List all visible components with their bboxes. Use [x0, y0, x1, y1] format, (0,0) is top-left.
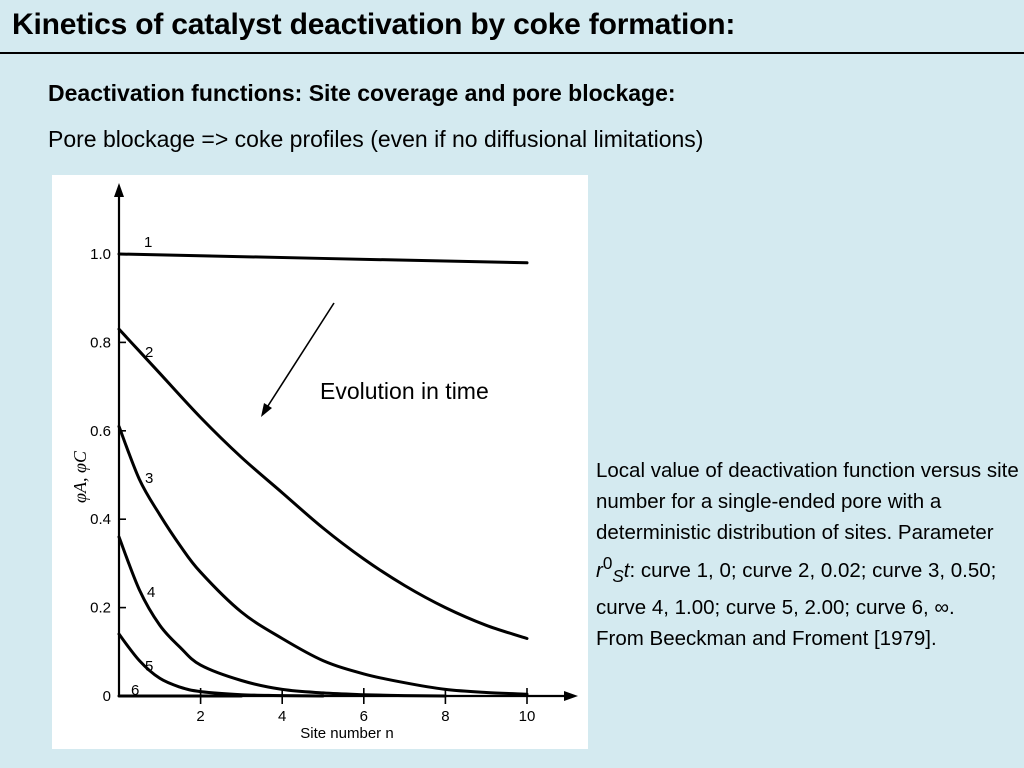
caption-text-1: Local value of deactivation function ver…	[596, 459, 1019, 544]
curve-label-5: 5	[145, 658, 153, 675]
x-tick-label: 8	[441, 708, 449, 725]
y-axis-label: φA, φC	[70, 450, 90, 503]
caption-body: Local value of deactivation function ver…	[596, 455, 1021, 623]
slide-title: Kinetics of catalyst deactivation by cok…	[12, 8, 736, 41]
figure-caption: Local value of deactivation function ver…	[596, 455, 1021, 654]
caption-source: From Beeckman and Froment [1979].	[596, 626, 937, 650]
caption-param-r: r	[596, 558, 603, 582]
caption-param-sup: 0	[602, 554, 613, 573]
y-tick-label: 0.6	[90, 423, 111, 440]
slide-statement: Pore blockage => coke profiles (even if …	[48, 126, 704, 152]
chart-axes	[114, 183, 578, 701]
chart-curves	[117, 252, 529, 698]
y-axis-arrow	[114, 183, 124, 197]
y-tick-label: 0	[103, 688, 111, 705]
curve-label-2: 2	[145, 344, 153, 361]
y-tick-label: 0.4	[90, 511, 111, 528]
title-divider	[0, 52, 1024, 54]
caption-param-sub: S	[612, 566, 624, 586]
x-axis-arrow	[564, 691, 578, 701]
y-tick-label: 0.2	[90, 600, 111, 617]
x-tick-label: 2	[196, 708, 204, 725]
curve-4	[117, 535, 447, 698]
curve-5	[117, 632, 325, 698]
slide-subtitle: Deactivation functions: Site coverage an…	[48, 80, 676, 106]
y-tick-label: 0.8	[90, 334, 111, 351]
chart-figure: 2 4 6 8 10 0 0.2 0.4 0.6 0.8 1.0 Site number n φA, φ…	[52, 175, 588, 749]
chart-labels: 2 4 6 8 10 0 0.2 0.4 0.6 0.8 1.0 Site number n φA, φ…	[70, 234, 535, 742]
x-tick-label: 10	[519, 708, 536, 725]
evolution-arrow-shaft	[265, 302, 335, 410]
curve-label-1: 1	[144, 234, 152, 251]
evolution-label: Evolution in time	[320, 378, 489, 404]
curve-2	[117, 327, 529, 640]
x-axis-label: Site number n	[300, 725, 393, 742]
caption-text-2: : curve 1, 0; curve 2, 0.02; curve 3, 0.…	[596, 558, 997, 619]
y-tick-label: 1.0	[90, 246, 111, 263]
evolution-arrow-head	[261, 403, 272, 417]
curve-label-3: 3	[145, 470, 153, 487]
deactivation-chart: 2 4 6 8 10 0 0.2 0.4 0.6 0.8 1.0 Site number n φA, φ…	[70, 183, 578, 742]
curve-label-6: 6	[131, 682, 139, 699]
curve-label-4: 4	[147, 584, 155, 601]
x-tick-label: 6	[360, 708, 368, 725]
curve-3	[117, 424, 529, 696]
caption-param-t: t	[623, 558, 630, 582]
curve-1	[117, 252, 529, 265]
x-tick-label: 4	[278, 708, 286, 725]
